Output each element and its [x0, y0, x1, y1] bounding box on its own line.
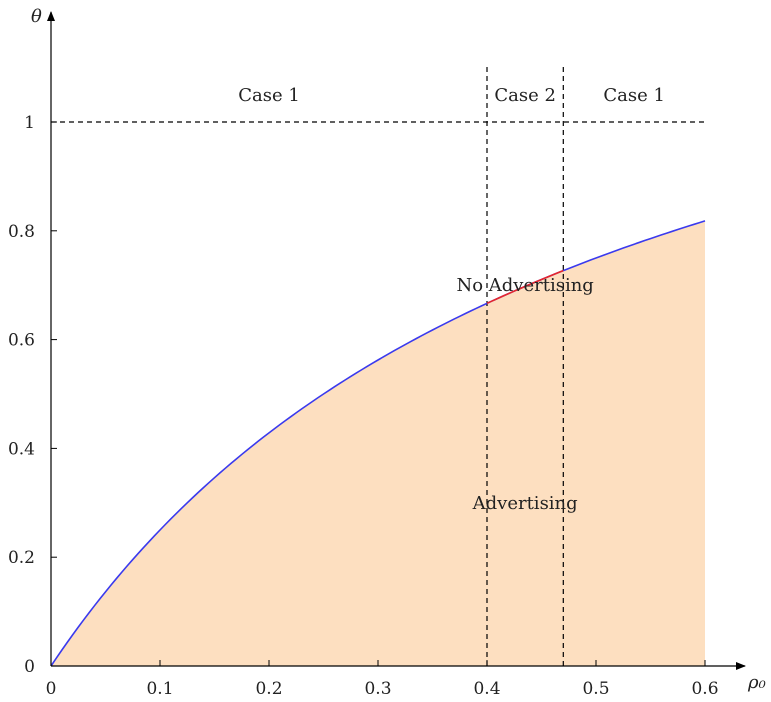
advertising-region-fill	[51, 220, 705, 666]
x-tick-label: 0.4	[473, 679, 500, 699]
x-tick-label: 0.3	[364, 679, 391, 699]
y-tick-label: 0.4	[8, 439, 35, 459]
y-tick-label: 1	[24, 113, 35, 133]
region-label-case2: Case 2	[494, 85, 556, 106]
x-tick-label: 0.1	[146, 679, 173, 699]
y-tick-label: 0	[24, 657, 35, 677]
region-label-case1-left: Case 1	[238, 85, 300, 106]
boundary-curve-case2-segment	[486, 269, 564, 305]
region-labels: Case 1 Case 2 Case 1 No Advertising Advertis…	[238, 85, 665, 514]
boundary-curve	[50, 220, 706, 667]
region-label-advertising: Advertising	[472, 493, 578, 514]
y-tick-label: 0.8	[8, 222, 35, 242]
y-tick-label: 0.6	[8, 331, 35, 351]
x-tick-label: 0.6	[691, 679, 718, 699]
x-tick-label: 0.2	[255, 679, 282, 699]
x-axis-label: ρ₀	[747, 672, 766, 693]
region-label-no-advertising: No Advertising	[456, 275, 593, 296]
y-axis-label: θ	[31, 6, 42, 27]
y-tick-label: 0.2	[8, 548, 35, 568]
x-tick-label: 0.5	[582, 679, 609, 699]
x-tick-label: 0	[46, 679, 57, 699]
region-label-case1-right: Case 1	[603, 85, 665, 106]
y-tick-group: 0 0.2 0.4 0.6 0.8 1	[8, 113, 57, 677]
x-tick-group: 0 0.1 0.2 0.3 0.4 0.5 0.6	[46, 660, 719, 699]
